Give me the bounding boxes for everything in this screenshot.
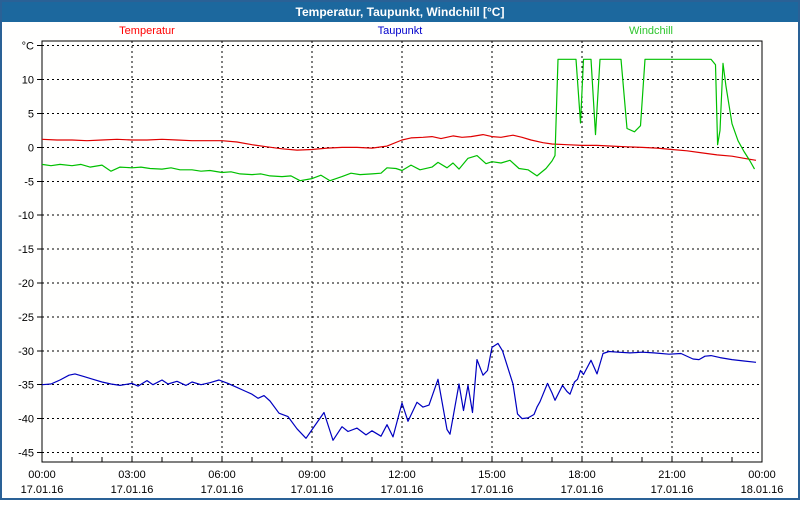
svg-text:17.01.16: 17.01.16 [201,484,244,496]
svg-text:°C: °C [22,41,34,53]
svg-text:17.01.16: 17.01.16 [471,484,514,496]
legend-label-taupunkt: Taupunkt [377,25,423,37]
svg-text:17.01.16: 17.01.16 [21,484,64,496]
svg-text:00:00: 00:00 [28,469,56,481]
svg-text:-5: -5 [24,176,34,188]
svg-text:17.01.16: 17.01.16 [381,484,424,496]
svg-text:17.01.16: 17.01.16 [291,484,334,496]
svg-text:17.01.16: 17.01.16 [651,484,694,496]
svg-text:-30: -30 [18,346,34,358]
svg-text:15:00: 15:00 [478,469,506,481]
svg-text:21:00: 21:00 [658,469,686,481]
title-bar: Temperatur, Taupunkt, Windchill [°C] [2,2,798,22]
svg-text:-25: -25 [18,312,34,324]
svg-text:-35: -35 [18,380,34,392]
svg-text:17.01.16: 17.01.16 [111,484,154,496]
svg-text:10: 10 [22,75,34,87]
svg-text:06:00: 06:00 [208,469,236,481]
svg-text:-15: -15 [18,244,34,256]
svg-text:18.01.16: 18.01.16 [741,484,784,496]
svg-text:17.01.16: 17.01.16 [561,484,604,496]
svg-text:18:00: 18:00 [568,469,596,481]
chart-plot: °C 10 5 0 -5 -10 -15 -20 -25 -30 -35 -40 -45 00:00 17.… [18,40,784,496]
svg-text:5: 5 [28,109,34,121]
svg-text:-40: -40 [18,414,34,426]
svg-text:-20: -20 [18,278,34,290]
svg-text:03:00: 03:00 [118,469,146,481]
svg-text:09:00: 09:00 [298,469,326,481]
legend-label-temperatur: Temperatur [119,25,175,37]
svg-text:-10: -10 [18,210,34,222]
svg-text:-45: -45 [18,448,34,460]
svg-text:12:00: 12:00 [388,469,416,481]
legend-label-windchill: Windchill [628,25,674,37]
svg-text:00:00: 00:00 [748,469,776,481]
window-title: Temperatur, Taupunkt, Windchill [°C] [295,5,505,19]
chart-area: Temperatur Taupunkt Windchill °C 10 5 0 -5 -1… [2,22,798,498]
svg-text:0: 0 [28,142,34,154]
